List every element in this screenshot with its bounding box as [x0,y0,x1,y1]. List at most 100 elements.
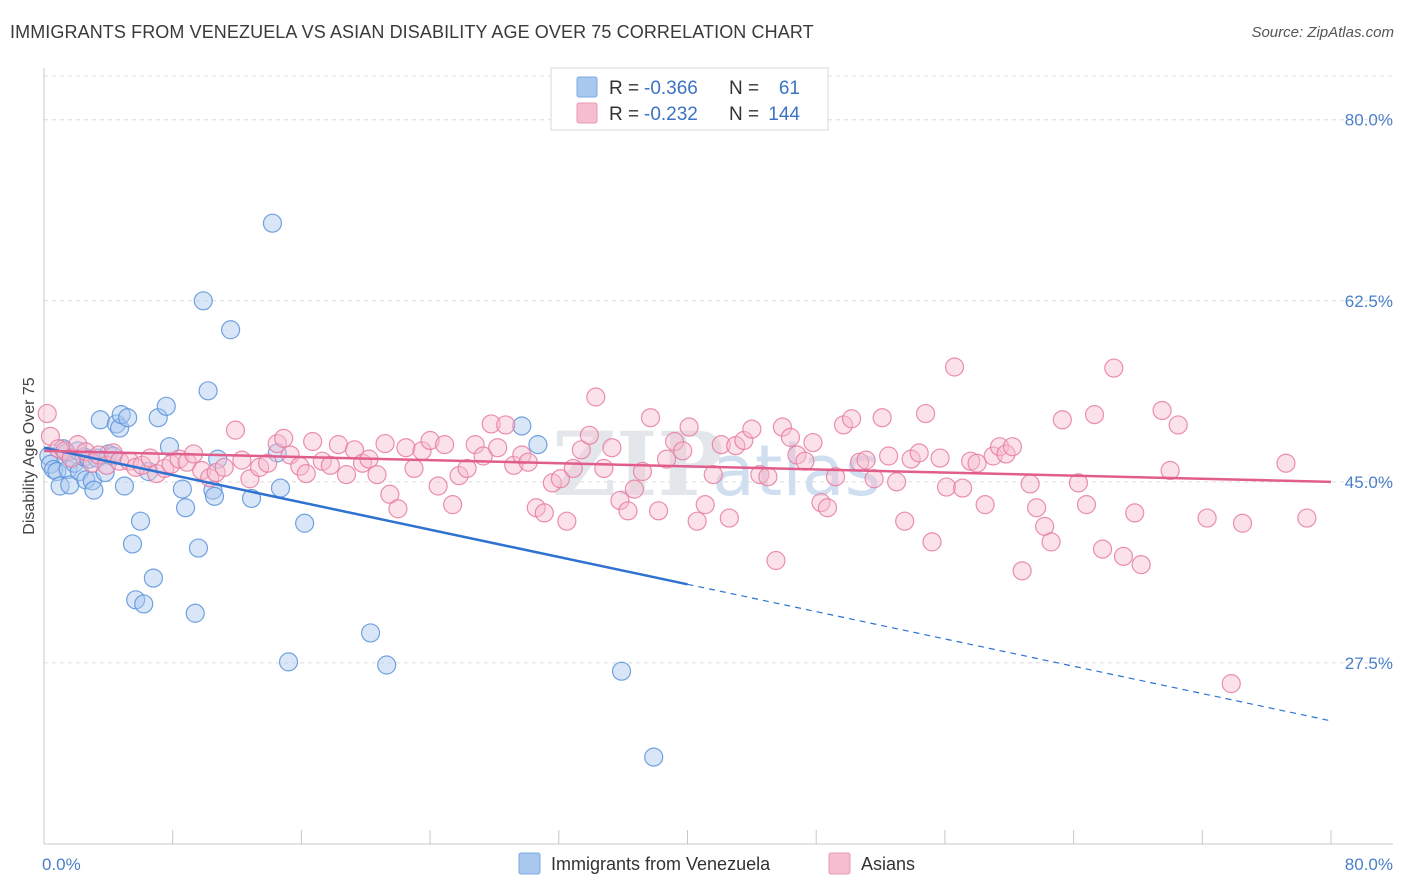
point-asians [758,467,778,487]
point-asians [895,511,915,531]
y-tick-label: 80.0% [1345,111,1393,130]
point-asians [496,415,516,435]
point-venezuela [221,320,241,340]
point-asians [443,495,463,515]
point-venezuela [114,476,135,496]
point-asians [434,435,455,455]
point-venezuela [185,603,205,623]
legend-label-venezuela: Immigrants from Venezuela [551,854,771,874]
point-asians [1221,674,1241,694]
point-asians [703,465,723,485]
point-asians [1068,473,1089,493]
point-asians [996,444,1016,464]
point-asians [1297,508,1317,528]
point-asians [1012,561,1032,581]
point-asians [811,492,831,513]
point-asians [610,490,630,511]
point-asians [380,484,400,504]
point-asians [1276,453,1296,473]
point-asians [944,357,965,377]
point-asians [734,430,754,451]
point-venezuela [118,408,138,428]
legend-label-asians: Asians [861,854,915,874]
point-venezuela [40,454,61,474]
x-tick-label-max: 80.0% [1345,855,1393,874]
point-asians [1113,546,1134,566]
chart-title: IMMIGRANTS FROM VENEZUELA VS ASIAN DISAB… [10,22,814,42]
point-venezuela [270,478,291,498]
series-venezuela-points [39,213,664,767]
point-asians [1197,508,1217,528]
point-asians [557,511,577,531]
point-asians [817,498,838,518]
point-asians [618,501,638,521]
stats-n-label-0: N = [729,78,759,99]
point-asians [878,446,899,466]
point-asians [336,465,357,485]
point-asians [1026,498,1047,518]
point-asians [1232,513,1253,533]
point-asians [803,432,823,453]
point-asians [952,478,973,498]
point-venezuela [84,480,104,500]
stats-swatch-asians [576,102,598,124]
point-asians [766,550,786,571]
point-asians [1168,415,1188,435]
point-venezuela [148,408,168,428]
series-asians-points [37,357,1317,694]
point-asians [602,438,622,458]
y-axis-label: Disability Age Over 75 [21,377,38,535]
point-asians [512,445,532,465]
source-label: Source: ZipAtlas.com [1251,24,1394,41]
point-asians [624,479,645,499]
trend-line-venezuela-extension [687,583,1332,722]
point-venezuela [188,538,209,558]
legend-swatch-asians [828,852,851,875]
point-venezuela [175,498,196,518]
point-asians [449,466,469,486]
legend: Immigrants from Venezuela Asians [518,852,915,875]
point-asians [872,408,892,428]
point-venezuela [122,534,143,554]
point-asians [328,435,349,455]
point-asians [1152,400,1172,421]
point-asians [856,450,876,470]
point-asians [719,508,739,528]
stats-swatch-venezuela [576,76,598,98]
point-asians [428,476,448,496]
point-asians [571,440,591,460]
y-tick-label: 62.5% [1345,292,1393,311]
point-asians [864,469,884,489]
point-venezuela [278,652,299,672]
point-asians [922,532,942,552]
point-asians [841,409,862,429]
point-venezuela [172,479,192,499]
point-venezuela [143,568,163,588]
point-asians [258,453,278,473]
point-venezuela [50,476,70,496]
stats-r-label-1: R = [609,104,639,125]
point-asians [296,463,316,484]
point-asians [396,438,416,458]
axes [43,68,1393,845]
point-asians [1084,405,1105,425]
point-asians [930,448,950,468]
point-asians [780,427,801,447]
point-venezuela [528,435,548,455]
trend-lines [43,446,1332,722]
trend-line-venezuela [43,446,688,586]
point-asians [550,469,571,489]
point-asians [192,460,212,481]
point-venezuela [611,661,632,681]
point-asians [481,414,501,434]
stats-r-label-0: R = [609,78,639,99]
point-venezuela [95,462,115,483]
point-asians [909,443,929,463]
point-asians [772,417,793,437]
point-asians [711,435,731,455]
point-venezuela [134,594,154,614]
x-tick-labels: 0.0% 80.0% [42,855,1393,874]
y-tick-label: 45.0% [1345,473,1393,492]
point-asians [640,408,661,428]
point-asians [1041,532,1061,552]
